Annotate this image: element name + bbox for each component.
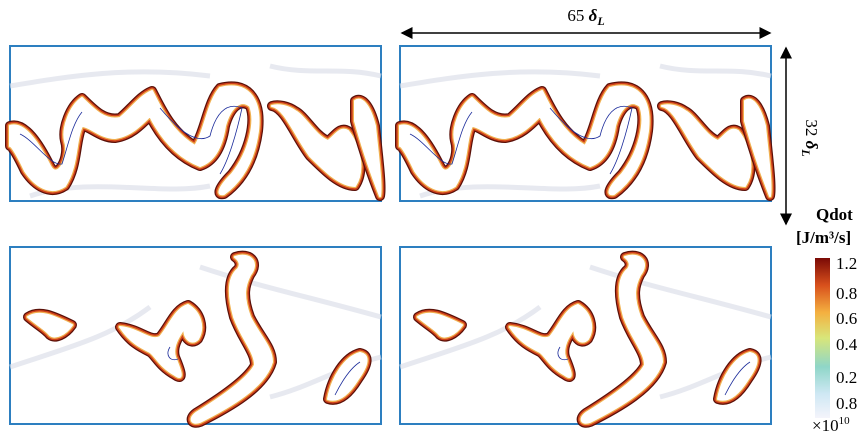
colorbar-unit: [J/m³/s] bbox=[796, 228, 851, 247]
figure: 65 δL 32 δL Qdot [J/m³/s] 1.2 0.8 0.6 0.4 0.… bbox=[0, 0, 862, 437]
colorbar-tick-label: 0.8 bbox=[836, 394, 857, 413]
panel-bottom-right bbox=[400, 247, 771, 424]
colorbar-title: Qdot bbox=[816, 205, 853, 224]
colorbar-tick-label: 0.8 bbox=[836, 284, 857, 303]
colorbar-tick-label: 0.4 bbox=[836, 335, 858, 354]
panel-bottom-left bbox=[10, 247, 381, 424]
height-label: 32 δL bbox=[799, 119, 821, 156]
colorbar-ticks: 1.2 0.8 0.6 0.4 0.2 0.8 bbox=[836, 254, 858, 413]
colorbar-tick-label: 1.2 bbox=[836, 254, 857, 273]
colorbar-tick-label: 0.2 bbox=[836, 368, 857, 387]
colorbar-tick-label: 0.6 bbox=[836, 309, 857, 328]
panel-top-right bbox=[400, 46, 771, 201]
colorbar-multiplier: ×1010 bbox=[812, 415, 850, 435]
colorbar bbox=[815, 258, 830, 418]
panel-top-left bbox=[10, 46, 381, 201]
width-label: 65 δL bbox=[567, 6, 604, 28]
